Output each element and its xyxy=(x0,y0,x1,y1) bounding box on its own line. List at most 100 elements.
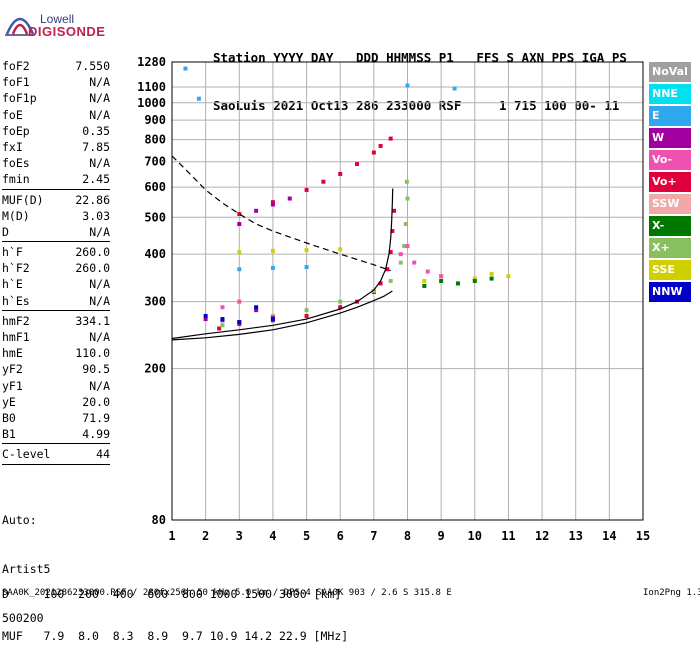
param-group-critical-frequencies: foF2 7.550 foF1 N/A foF1p N/A foE N/A foEp 0.35 fx… xyxy=(2,58,110,188)
data-point-Vo- xyxy=(439,274,444,279)
param-row: fxI 7.85 xyxy=(2,139,110,155)
x-tick-label: 6 xyxy=(337,529,344,543)
muf-row: MUF 7.9 8.0 8.3 8.9 9.7 10.9 14.2 22.9 [… xyxy=(2,629,349,643)
auto-label: Auto: xyxy=(2,513,37,528)
param-value: 44 xyxy=(96,447,110,462)
param-row: yF2 90.5 xyxy=(2,361,110,377)
param-row: h`E N/A xyxy=(2,276,110,292)
data-point-Vo+ xyxy=(217,326,222,331)
data-point-SSE xyxy=(270,248,275,253)
param-value: 71.9 xyxy=(82,410,110,425)
param-row: foEs N/A xyxy=(2,155,110,171)
data-point-NNW xyxy=(220,317,225,322)
param-group-virtual-heights: h`F 260.0 h`F2 260.0 h`E N/A h`Es N/A xyxy=(2,244,110,309)
y-tick-label: 300 xyxy=(144,295,166,309)
data-point-X+ xyxy=(371,289,376,293)
param-label: B1 xyxy=(2,427,16,442)
footer-file-info: SAA0K_2021286233000.RSF / 280fx256h 50 k… xyxy=(2,588,452,598)
param-label: foF2 xyxy=(2,59,30,73)
legend-item: NNE xyxy=(649,84,691,104)
param-row: h`F2 260.0 xyxy=(2,260,110,276)
param-row: C-level 44 xyxy=(2,446,110,462)
data-point-NNW xyxy=(270,317,275,322)
data-point-SSE xyxy=(472,276,477,281)
legend-item: X+ xyxy=(649,238,691,258)
legend-item: Vo+ xyxy=(649,172,691,192)
logo-text-digisonde: DIGISONDE xyxy=(28,24,106,39)
data-point-X- xyxy=(472,278,477,283)
x-tick-label: 4 xyxy=(269,529,276,543)
data-point-Vo+ xyxy=(237,212,242,217)
data-point-W xyxy=(237,222,242,227)
footer-software-version: Ion2Png 1.3.17 xyxy=(643,588,700,598)
data-point-Vo+ xyxy=(338,171,343,176)
data-point-Vo+ xyxy=(388,136,393,141)
data-point-Vo+ xyxy=(338,305,343,310)
x-tick-label: 11 xyxy=(501,529,515,543)
data-point-X- xyxy=(422,283,427,288)
data-point-Vo+ xyxy=(392,208,397,213)
y-tick-label: 600 xyxy=(144,180,166,194)
param-label: D xyxy=(2,224,9,239)
param-value: N/A xyxy=(89,293,110,308)
ionogram-chart: 1 2 3 4 5 6 7 8 9 10 11 12 13 14 158020030040050060070… xyxy=(137,55,650,543)
y-tick-label: 80 xyxy=(152,513,166,527)
data-point-X+ xyxy=(405,196,410,201)
data-point-NNW xyxy=(254,305,259,310)
data-point-X- xyxy=(489,276,494,281)
logo-text-lowell: Lowell xyxy=(40,12,75,26)
param-row: fmin 2.45 xyxy=(2,171,110,187)
data-point-X- xyxy=(439,278,444,283)
divider xyxy=(2,188,110,190)
param-row: D N/A xyxy=(2,224,110,240)
param-value: 7.85 xyxy=(82,139,110,154)
x-tick-label: 14 xyxy=(602,529,616,543)
param-label: foF1p xyxy=(2,91,37,106)
param-value: 0.35 xyxy=(82,123,110,138)
legend-item: SSW xyxy=(649,194,691,214)
param-value: 22.86 xyxy=(75,192,110,207)
data-point-Vo+ xyxy=(388,250,393,255)
plot-frame xyxy=(171,61,644,521)
param-label: C-level xyxy=(2,447,51,462)
data-point-SSE xyxy=(304,248,309,253)
param-row: foE N/A xyxy=(2,107,110,123)
data-point-E xyxy=(452,86,457,91)
data-point-Vo+ xyxy=(378,281,383,286)
data-point-Vo- xyxy=(398,252,403,257)
legend-item: E xyxy=(649,106,691,126)
param-row: foF1 N/A xyxy=(2,74,110,90)
param-value: N/A xyxy=(89,156,110,171)
data-point-Vo- xyxy=(425,269,430,274)
data-point-Vo- xyxy=(237,299,242,304)
param-label: foF1 xyxy=(2,75,30,90)
legend-item: SSE xyxy=(649,260,691,280)
param-value: 2.45 xyxy=(82,172,110,187)
data-point-X+ xyxy=(388,278,393,283)
param-row: hmE 110.0 xyxy=(2,345,110,361)
data-point-X+ xyxy=(402,244,407,249)
param-row: foF1p N/A xyxy=(2,90,110,106)
param-label: h`Es xyxy=(2,293,30,308)
data-point-Vo+ xyxy=(371,150,376,155)
param-value: N/A xyxy=(89,107,110,122)
param-value: 7.550 xyxy=(75,59,110,73)
param-group-profile: hmF2 334.1 hmF1 N/A hmE 110.0 yF2 90.5 yF1 N/A yE 2… xyxy=(2,313,110,443)
data-point-Vo+ xyxy=(321,179,326,184)
x-tick-label: 3 xyxy=(236,529,243,543)
divider xyxy=(2,309,110,311)
data-point-SSE xyxy=(237,250,242,255)
param-row: MUF(D) 22.86 xyxy=(2,192,110,208)
header-line-1: Station YYYY DAY DDD HHMMSS P1 FFS S AXN… xyxy=(213,50,627,65)
x-tick-label: 13 xyxy=(568,529,582,543)
data-point-E xyxy=(304,265,309,270)
data-point-Vo- xyxy=(412,260,417,265)
param-value: 260.0 xyxy=(75,245,110,260)
distance-muf-table: D 100 200 400 600 800 1000 1500 3000 [km… xyxy=(2,559,348,657)
y-tick-label: 200 xyxy=(144,362,166,376)
y-tick-label: 1280 xyxy=(137,55,166,69)
legend-item: NoVal xyxy=(649,62,691,82)
param-label: fxI xyxy=(2,139,23,154)
data-point-Vo+ xyxy=(355,162,360,167)
x-tick-label: 10 xyxy=(468,529,482,543)
